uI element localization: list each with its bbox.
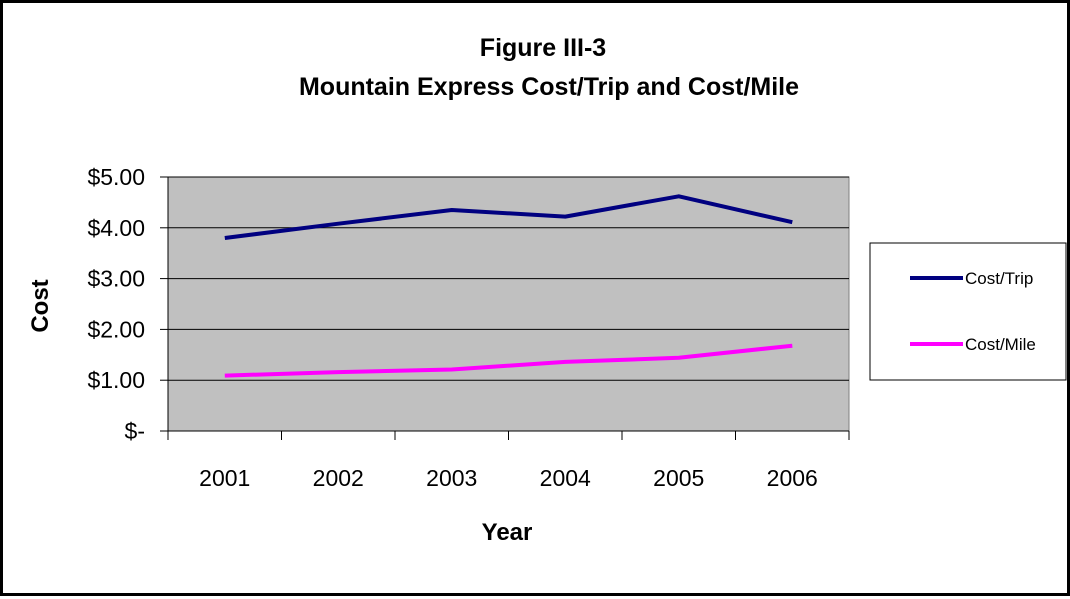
series-line-cost-mile (224, 343, 793, 378)
chart-subtitle: Mountain Express Cost/Trip and Cost/Mile (299, 73, 799, 101)
chart-title: Figure III-3 (480, 34, 606, 62)
y-tick-label: $1.00 (87, 367, 145, 393)
plot-area (167, 176, 850, 432)
x-tick-label: 2003 (426, 465, 477, 491)
series-lines (224, 194, 793, 378)
x-tick-label: 2005 (653, 465, 704, 491)
line-chart: Figure III-3 Mountain Express Cost/Trip … (27, 34, 1067, 546)
legend-label-cost-trip: Cost/Trip (965, 269, 1033, 288)
legend-box (869, 242, 1067, 381)
y-tick-label: $5.00 (87, 164, 145, 190)
x-axis-title: Year (482, 519, 533, 546)
legend: Cost/Trip Cost/Mile (910, 269, 1036, 354)
x-tick-label: 2004 (540, 465, 591, 491)
series-line-cost-trip (224, 194, 793, 240)
x-tick-label: 2002 (313, 465, 364, 491)
y-axis-title: Cost (27, 279, 54, 332)
x-tick-label: 2001 (199, 465, 250, 491)
y-tick-label: $3.00 (87, 266, 145, 292)
y-tick-label: $2.00 (87, 316, 145, 342)
legend-label-cost-mile: Cost/Mile (965, 335, 1036, 354)
gridlines (168, 176, 849, 381)
y-tick-label: $- (125, 418, 145, 444)
y-tick-label: $4.00 (87, 215, 145, 241)
x-tick-label: 2006 (767, 465, 818, 491)
axes: $- $1.00 $2.00 $3.00 $4.00 $5.00 2001 2002 2003 2… (87, 164, 850, 491)
